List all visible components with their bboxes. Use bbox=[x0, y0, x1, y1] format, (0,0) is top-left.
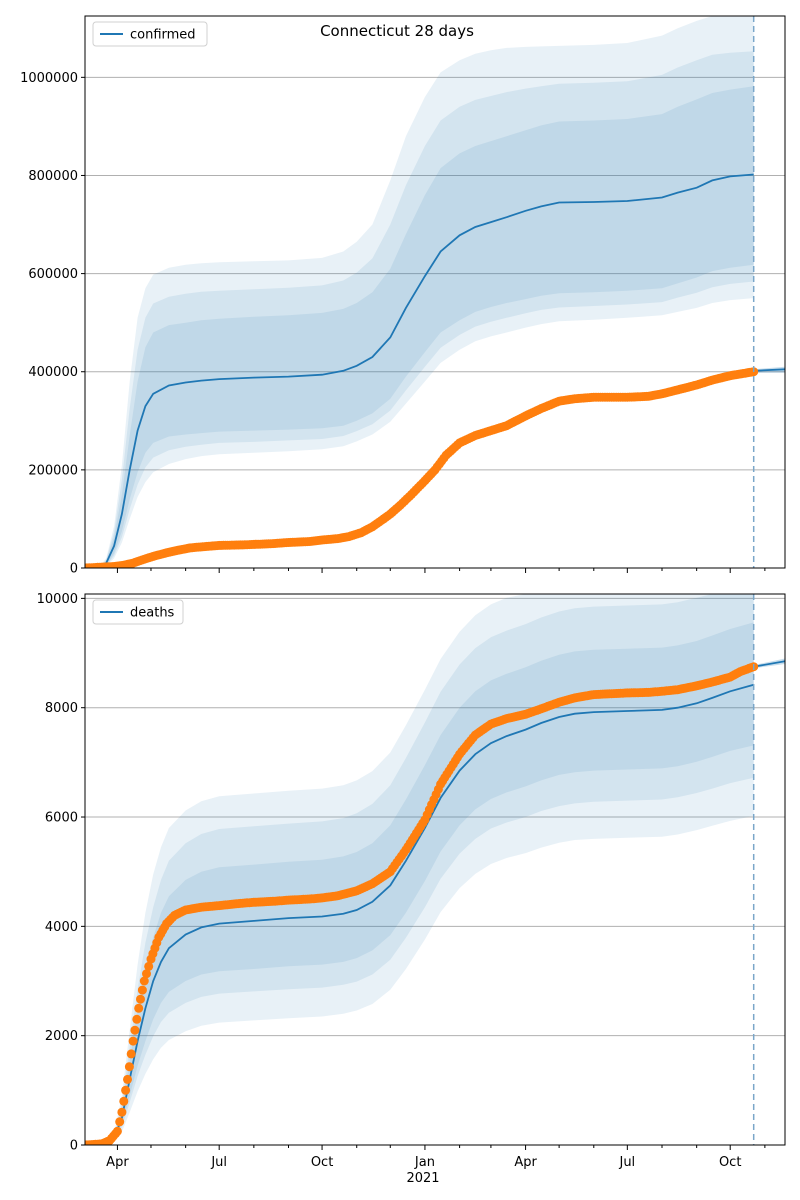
y-tick-label: 2000 bbox=[45, 1029, 78, 1044]
observed-point bbox=[134, 1003, 144, 1013]
model-line bbox=[85, 173, 754, 568]
axes-frame bbox=[84, 15, 786, 569]
observed-point bbox=[128, 1036, 138, 1046]
y-tick-label: 400000 bbox=[28, 365, 78, 380]
observed-point bbox=[121, 1085, 131, 1095]
observed-point bbox=[123, 1074, 132, 1084]
y-tick-label: 800000 bbox=[28, 169, 78, 184]
observed-point bbox=[142, 969, 151, 979]
y-tick-label: 1000000 bbox=[20, 71, 78, 86]
observed-point bbox=[137, 985, 147, 995]
forecast-line bbox=[753, 368, 785, 372]
observed-point bbox=[126, 1049, 136, 1059]
y-tick-label: 0 bbox=[70, 1139, 78, 1154]
y-tick-label: 200000 bbox=[28, 463, 78, 478]
band-outer bbox=[85, 16, 754, 568]
observed-point bbox=[132, 1014, 142, 1024]
x-tick-label: Jul bbox=[210, 1155, 227, 1170]
y-tick-label: 4000 bbox=[45, 920, 78, 935]
band-outer bbox=[85, 594, 754, 1145]
observed-point bbox=[112, 1126, 122, 1136]
forecast-line bbox=[753, 660, 785, 668]
band-inner bbox=[85, 622, 754, 1145]
y-tick-label: 10000 bbox=[37, 592, 78, 607]
y-tick-label: 600000 bbox=[28, 267, 78, 282]
legend-label: deaths bbox=[130, 606, 175, 621]
plot-area bbox=[85, 594, 785, 1145]
legend-label: confirmed bbox=[130, 28, 196, 43]
plot-area bbox=[85, 16, 785, 568]
observed-point bbox=[136, 994, 145, 1004]
band-mid bbox=[85, 594, 754, 1145]
y-tick-label: 0 bbox=[70, 562, 78, 577]
observed-point bbox=[119, 1096, 129, 1106]
band-inner bbox=[85, 86, 754, 568]
x-tick-label: Apr bbox=[514, 1155, 537, 1170]
confirmed-panel: 0 200000 400000 600000 800000 1000000 confirme… bbox=[20, 15, 786, 577]
legend-box bbox=[92, 21, 208, 47]
observed-point bbox=[117, 1107, 127, 1117]
deaths-legend: deaths bbox=[92, 599, 184, 625]
x-tick-label: Oct bbox=[311, 1155, 333, 1170]
deaths-panel: 0 2000 4000 6000 8000 10000 deaths bbox=[37, 592, 786, 1154]
observed-point bbox=[115, 1117, 125, 1127]
figure-title: Connecticut 28 days bbox=[320, 22, 474, 40]
model-line bbox=[85, 683, 754, 1145]
axes-frame bbox=[84, 593, 786, 1146]
x-tick-label: Apr bbox=[106, 1155, 129, 1170]
y-tick-label: 6000 bbox=[45, 811, 78, 826]
x-year-label: 2021 bbox=[406, 1171, 439, 1186]
band-mid bbox=[85, 51, 754, 568]
observed-point bbox=[124, 1062, 134, 1072]
observed-point bbox=[130, 1025, 140, 1035]
x-axis: Apr Jul Oct Jan Apr Jul Oct bbox=[106, 1155, 741, 1170]
confirmed-legend: confirmed bbox=[92, 21, 208, 47]
y-tick-label: 8000 bbox=[45, 701, 78, 716]
x-tick-label: Jan bbox=[414, 1155, 435, 1170]
x-tick-label: Oct bbox=[719, 1155, 741, 1170]
x-tick-label: Jul bbox=[618, 1155, 635, 1170]
observed-point bbox=[139, 976, 149, 986]
legend-box bbox=[92, 599, 184, 625]
observed-point bbox=[144, 961, 154, 971]
